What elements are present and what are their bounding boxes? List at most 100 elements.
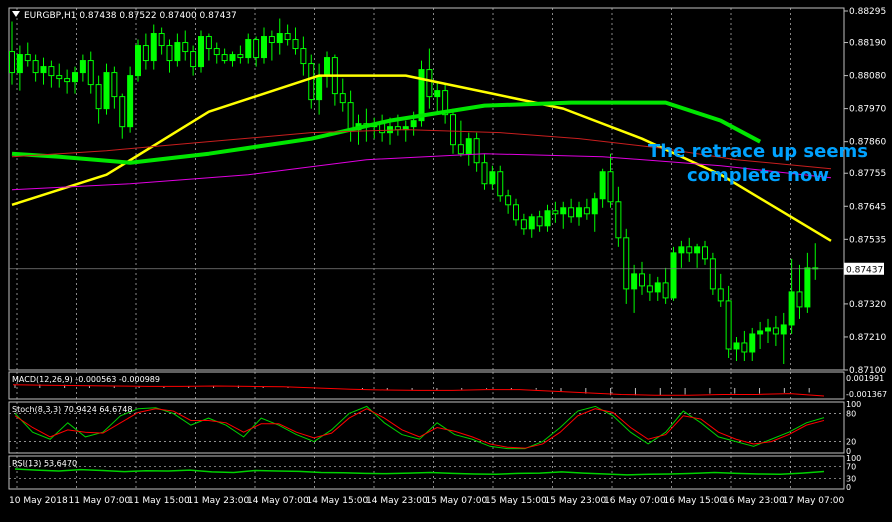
candle-bull bbox=[316, 75, 323, 101]
candle-bull bbox=[174, 42, 181, 62]
candle-bull bbox=[788, 291, 795, 326]
candle-bull bbox=[418, 69, 425, 122]
candle-bear bbox=[308, 63, 315, 101]
candle-bear bbox=[639, 273, 645, 287]
candle-bull bbox=[16, 54, 23, 74]
annotation-line-1: The retrace up seems bbox=[648, 141, 868, 162]
ma-line-ma-magenta bbox=[11, 153, 832, 191]
price-tick-label: 0.87860 bbox=[849, 138, 886, 148]
candle-bull bbox=[198, 36, 204, 68]
candle-bear bbox=[142, 45, 149, 62]
ma-line-ma-yellow bbox=[11, 74, 832, 242]
symbol-header: EURGBP,H1 0.87438 0.87522 0.87400 0.8743… bbox=[24, 11, 237, 21]
candle-bull bbox=[599, 171, 606, 200]
candle-bear bbox=[394, 126, 401, 131]
candle-bull bbox=[72, 72, 78, 83]
candle-bull bbox=[434, 90, 441, 98]
candle-bear bbox=[457, 144, 464, 155]
candle-bear bbox=[237, 54, 244, 59]
candle-bull bbox=[261, 36, 267, 59]
candle-bull bbox=[654, 282, 661, 293]
candle-bear bbox=[709, 258, 716, 290]
price-tick-label: 0.88190 bbox=[849, 39, 886, 49]
candle-bear bbox=[717, 288, 724, 302]
candle-bear bbox=[725, 300, 732, 350]
candle-bear bbox=[158, 33, 165, 47]
candle-bear bbox=[213, 48, 220, 56]
candle-bull bbox=[544, 210, 551, 227]
candle-bear bbox=[379, 123, 386, 134]
candle-bull bbox=[465, 138, 472, 155]
stoch-tick-label: 100 bbox=[846, 400, 861, 409]
rsi-tick-label: 70 bbox=[846, 463, 856, 472]
macd-tick-label: 0.001991 bbox=[846, 374, 884, 383]
candle-bull bbox=[804, 267, 811, 308]
candle-bear bbox=[426, 69, 433, 98]
time-axis-label: 11 May 07:00 bbox=[69, 496, 131, 506]
price-tick-label: 0.87645 bbox=[849, 202, 886, 212]
candle-bull bbox=[694, 246, 701, 254]
candle-bear bbox=[568, 207, 575, 218]
candle-bull bbox=[127, 75, 134, 128]
time-axis-label: 14 May 07:00 bbox=[247, 496, 309, 506]
candle-bull bbox=[631, 273, 638, 290]
candle-bear bbox=[536, 216, 543, 227]
candle-bull bbox=[560, 207, 567, 215]
candle-bull bbox=[749, 333, 756, 353]
macd-tick-label: -0.001367 bbox=[846, 390, 887, 399]
candle-bear bbox=[702, 246, 708, 260]
time-axis-label: 15 May 15:00 bbox=[485, 496, 547, 506]
candle-bear bbox=[450, 114, 456, 146]
time-axis-label: 16 May 23:00 bbox=[723, 496, 785, 506]
candle-bear bbox=[221, 54, 228, 62]
candle-bull bbox=[135, 45, 141, 77]
candle-bull bbox=[245, 39, 252, 59]
candle-bull bbox=[780, 324, 787, 335]
stoch-tick-label: 80 bbox=[846, 409, 856, 418]
candle-bear bbox=[347, 102, 354, 131]
candle-bear bbox=[552, 210, 559, 215]
candle-bear bbox=[56, 75, 63, 80]
candle-bear bbox=[111, 72, 118, 98]
candle-bear bbox=[268, 36, 275, 44]
stoch-signal-line bbox=[14, 408, 825, 449]
candle-bull bbox=[678, 246, 685, 254]
ma-line-ma-red bbox=[11, 129, 832, 170]
candle-bear bbox=[119, 96, 126, 128]
candle-bear bbox=[87, 60, 94, 86]
candle-bear bbox=[166, 45, 173, 62]
price-tick-label: 0.87100 bbox=[849, 366, 886, 376]
price-tick-label: 0.88080 bbox=[849, 72, 886, 82]
candle-bear bbox=[48, 66, 55, 77]
candle-bear bbox=[284, 33, 291, 41]
candle-bull bbox=[229, 54, 236, 62]
candle-bear bbox=[686, 246, 693, 254]
annotation-text: The retrace up seems complete now bbox=[648, 140, 868, 188]
candle-bear bbox=[339, 93, 346, 104]
candle-bull bbox=[489, 171, 496, 185]
candle-bull bbox=[576, 207, 582, 218]
candle-bear bbox=[300, 48, 307, 65]
candle-bull bbox=[150, 33, 157, 62]
rsi-line bbox=[14, 468, 825, 476]
candle-bear bbox=[513, 204, 519, 221]
candle-bear bbox=[32, 60, 39, 74]
current-price-badge bbox=[844, 262, 884, 275]
candle-bull bbox=[757, 330, 764, 335]
price-tick-label: 0.87755 bbox=[849, 169, 886, 179]
candle-bear bbox=[64, 78, 71, 83]
stoch-tick-label: 0 bbox=[846, 447, 851, 456]
candle-bull bbox=[324, 57, 330, 77]
candle-bear bbox=[473, 138, 480, 164]
candle-bear bbox=[646, 285, 653, 293]
candle-bear bbox=[205, 36, 212, 50]
candle-bear bbox=[481, 162, 488, 185]
candle-bear bbox=[182, 42, 189, 53]
rsi-header: RSI(13) 53.6470 bbox=[12, 459, 77, 468]
price-tick-label: 0.88295 bbox=[849, 7, 886, 17]
time-axis-label: 11 May 15:00 bbox=[128, 496, 190, 506]
candle-bear bbox=[741, 342, 748, 353]
rsi-tick-label: 100 bbox=[846, 454, 861, 463]
